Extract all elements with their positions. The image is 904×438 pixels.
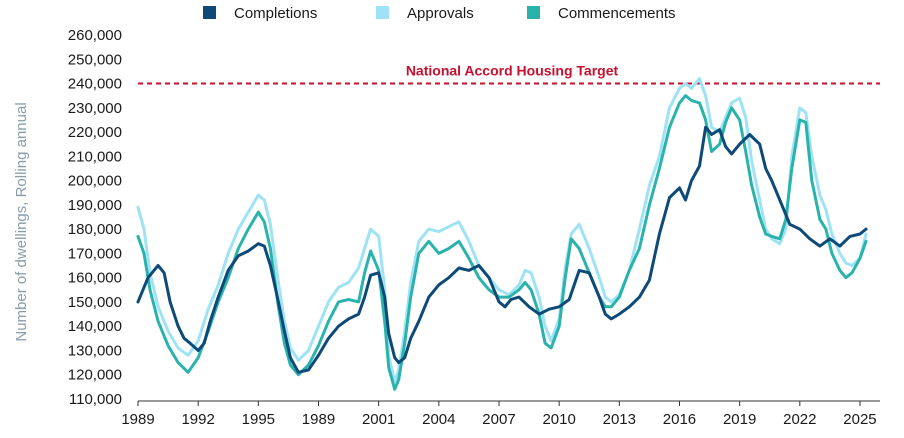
x-tick-label: 1989	[302, 411, 335, 428]
x-tick-label: 2022	[783, 411, 816, 428]
y-tick-label: 260,000	[68, 27, 122, 44]
legend-label-approvals: Approvals	[407, 5, 474, 22]
y-tick-label: 250,000	[68, 51, 122, 68]
y-tick-label: 190,000	[68, 197, 122, 214]
y-tick-label: 160,000	[68, 270, 122, 287]
series-line-approvals	[136, 77, 868, 384]
y-tick-label: 150,000	[68, 294, 122, 311]
x-tick-label: 2007	[482, 411, 515, 428]
x-tick-label: 2013	[603, 411, 636, 428]
target-label: National Accord Housing Target	[406, 63, 619, 79]
legend-label-commencements: Commencements	[558, 5, 676, 22]
y-axis-label: Number of dwellings, Rolling annual	[13, 102, 30, 341]
y-tick-label: 170,000	[68, 245, 122, 262]
y-tick-label: 120,000	[68, 367, 122, 384]
x-tick-label: 1992	[181, 411, 214, 428]
x-tick-label: 2025	[843, 411, 876, 428]
legend-label-completions: Completions	[234, 5, 317, 22]
legend-swatch-commencements	[527, 6, 540, 19]
x-axis: 1989 1992 1995 1989 2001 2004 2007 2010 2013 2016…	[121, 400, 880, 428]
y-tick-label: 240,000	[68, 76, 122, 93]
y-tick-label: 110,000	[69, 391, 122, 408]
legend: Completions Approvals Commencements	[203, 5, 676, 22]
x-tick-label: 1995	[242, 411, 275, 428]
y-tick-label: 220,000	[68, 124, 122, 141]
y-tick-label: 130,000	[68, 342, 122, 359]
series-line-completions	[136, 125, 868, 374]
legend-swatch-approvals	[376, 6, 389, 19]
x-tick-label: 2019	[723, 411, 756, 428]
x-tick-label: 1989	[121, 411, 154, 428]
x-tick-label: 2004	[422, 411, 455, 428]
legend-swatch-completions	[203, 6, 216, 19]
legend-item-completions: Completions	[203, 5, 317, 22]
x-tick-label: 2010	[542, 411, 575, 428]
x-tick-label: 2001	[362, 411, 395, 428]
series-lines	[136, 77, 868, 391]
y-tick-label: 210,000	[68, 148, 122, 165]
y-tick-label: 180,000	[68, 221, 122, 238]
y-tick-label: 140,000	[68, 318, 122, 335]
legend-item-commencements: Commencements	[527, 5, 676, 22]
x-tick-label: 2016	[663, 411, 696, 428]
y-axis: 110,000 120,000 130,000 140,000 150,000 160,0…	[68, 27, 122, 408]
legend-item-approvals: Approvals	[376, 5, 474, 22]
y-tick-label: 230,000	[68, 100, 122, 117]
y-tick-label: 200,000	[68, 173, 122, 190]
